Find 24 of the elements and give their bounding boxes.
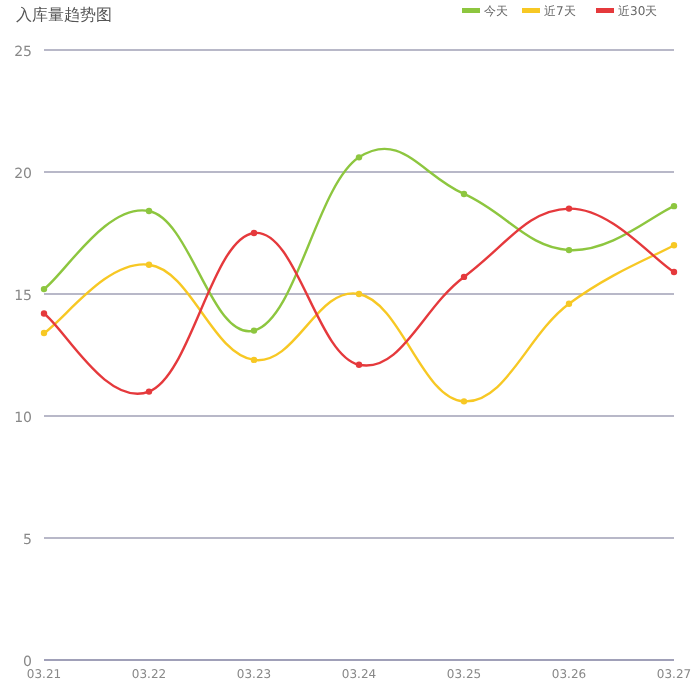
point: [670, 242, 678, 249]
point: [250, 327, 258, 334]
point: [250, 229, 258, 237]
point: [40, 285, 48, 293]
point: [145, 388, 153, 395]
line-series: [40, 205, 678, 395]
point: [565, 205, 573, 212]
point: [565, 246, 573, 254]
chart-title: 入库量趋势图: [16, 6, 112, 24]
point: [565, 300, 573, 307]
point: [145, 207, 153, 215]
point: [460, 273, 468, 281]
point: [355, 154, 363, 161]
point: [355, 361, 363, 368]
point: [40, 310, 48, 317]
point: [670, 202, 678, 210]
point: [355, 290, 363, 298]
point: [250, 356, 258, 364]
point: [40, 329, 48, 337]
point: [460, 398, 468, 405]
point: [460, 190, 468, 198]
point: [145, 261, 153, 268]
line-series: [40, 242, 678, 405]
point: [670, 268, 678, 276]
